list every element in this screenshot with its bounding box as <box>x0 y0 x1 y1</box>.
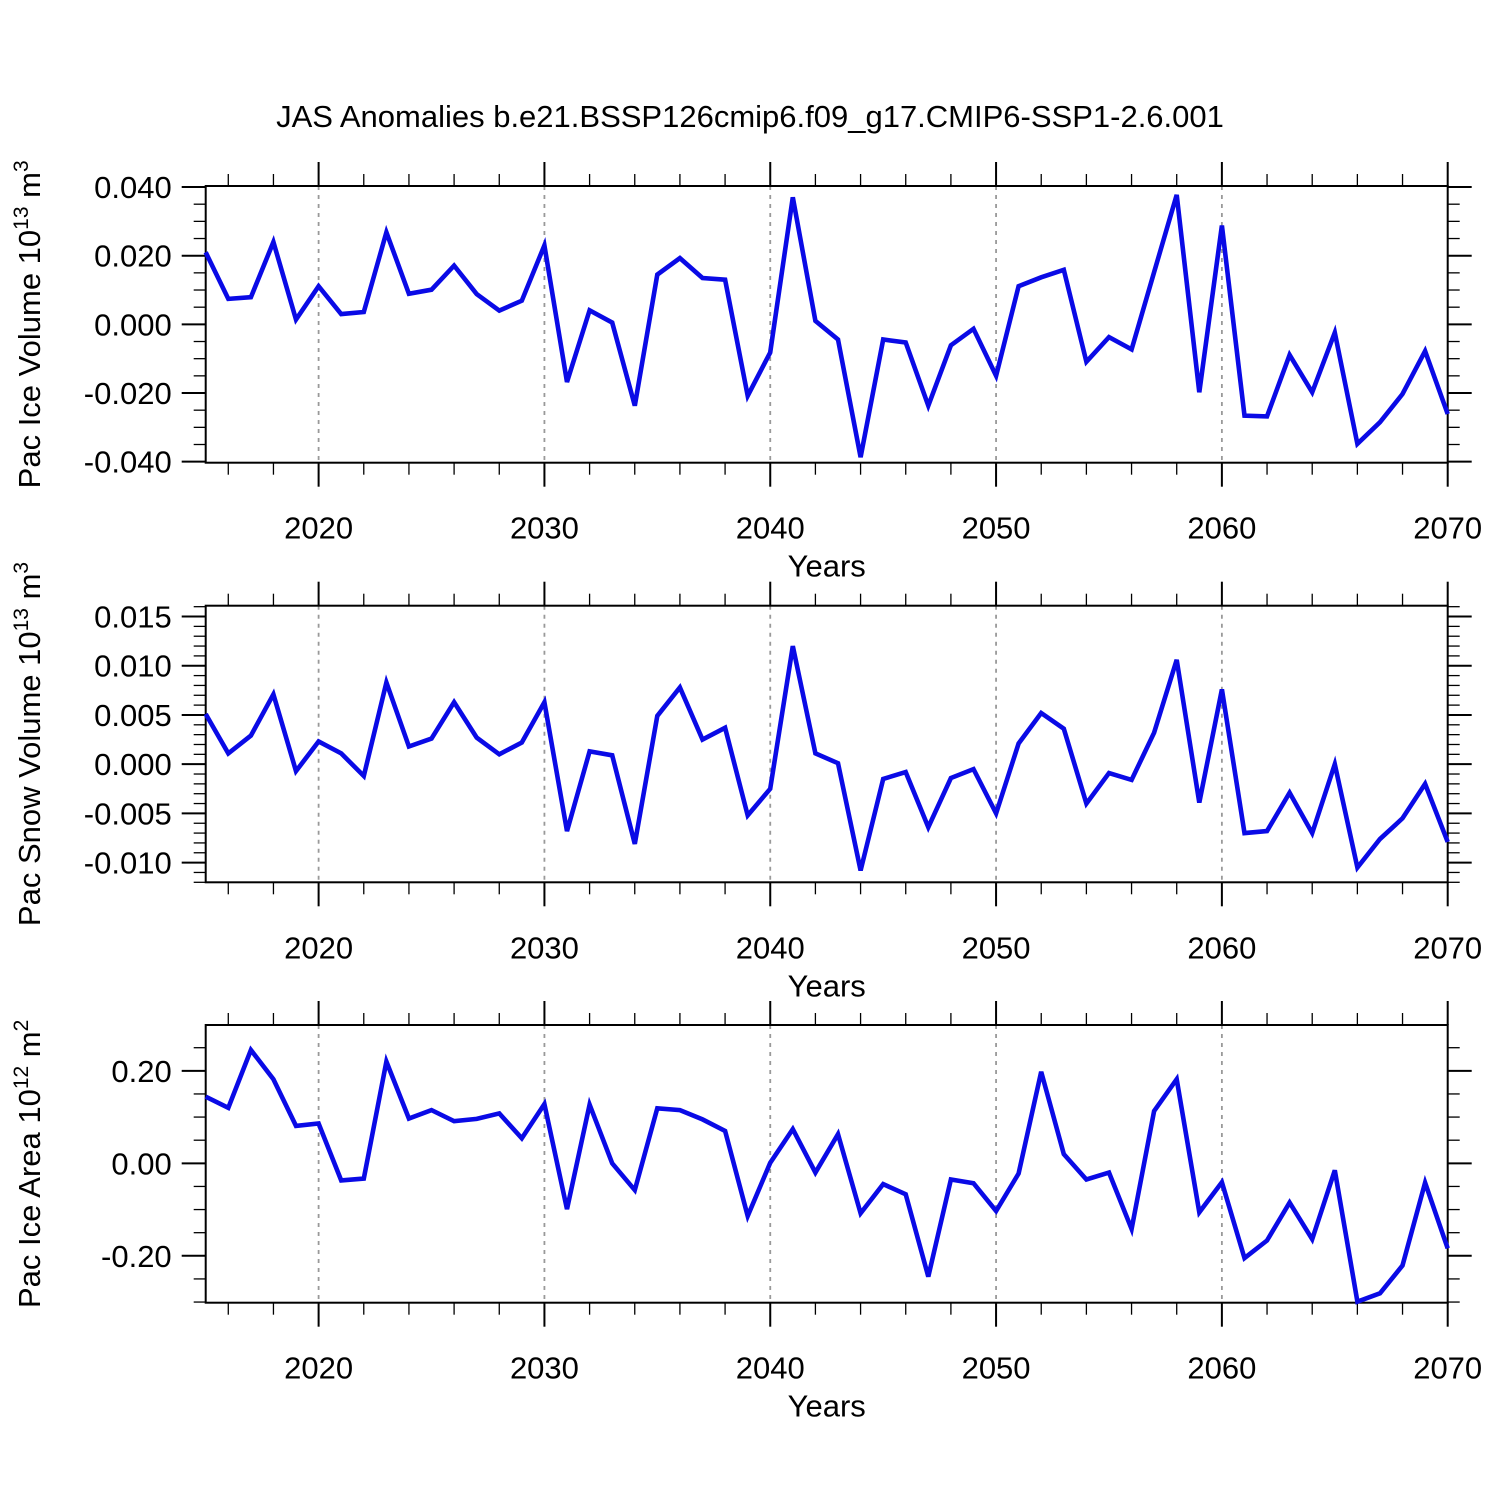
y-axis-label: Pac Snow Volume 1013 m3 <box>10 562 47 926</box>
x-tick-label: 2060 <box>1187 1351 1256 1386</box>
y-tick-label: 0.015 <box>94 600 172 635</box>
x-axis-label: Years <box>788 549 866 584</box>
y-tick-label: 0.000 <box>94 747 172 782</box>
x-tick-label: 2070 <box>1413 1351 1482 1386</box>
panel-pac-ice-area: 2020 2030 2040 2050 2060 2070 0.20 0.00 -0.20 Pac… <box>10 1001 1482 1424</box>
x-tick-label: 2020 <box>284 511 353 546</box>
panel-pac-ice-volume: 2020 2030 2040 2050 2060 2070 0.040 0.020 0.000 -… <box>10 160 1482 583</box>
x-tick-label: 2050 <box>962 1351 1031 1386</box>
panel-pac-snow-volume: 2020 2030 2040 2050 2060 2070 0.015 0.010 0.005 0… <box>10 562 1482 1003</box>
plot-frame <box>204 1024 1449 1304</box>
x-tick-label: 2030 <box>510 1351 579 1386</box>
x-tick-label: 2070 <box>1413 511 1482 546</box>
x-tick-label: 2040 <box>736 1351 805 1386</box>
y-tick-label: 0.000 <box>94 307 172 342</box>
y-tick-label: -0.010 <box>84 846 172 881</box>
x-tick-label: 2060 <box>1187 511 1256 546</box>
x-tick-label: 2030 <box>510 930 579 965</box>
x-tick-label: 2020 <box>284 1351 353 1386</box>
x-tick-label: 2040 <box>736 930 805 965</box>
y-tick-label: 0.010 <box>94 649 172 684</box>
anomaly-line-pac-ice-area <box>204 1045 1450 1305</box>
x-axis-label: Years <box>788 968 866 1003</box>
y-tick-label: 0.020 <box>94 239 172 274</box>
figure-title: JAS Anomalies b.e21.BSSP126cmip6.f09_g17… <box>276 99 1224 134</box>
anomaly-line-pac-ice-volume <box>203 194 1450 458</box>
plot-frame <box>204 604 1449 884</box>
x-axis-label: Years <box>788 1389 866 1424</box>
y-axis-label: Pac Ice Area 1012 m2 <box>10 1020 47 1308</box>
y-tick-label: 0.040 <box>94 170 172 205</box>
anomaly-line-pac-snow-volume <box>203 645 1450 873</box>
x-tick-label: 2060 <box>1187 930 1256 965</box>
y-tick-label: 0.20 <box>111 1054 171 1089</box>
x-tick-label: 2050 <box>962 511 1031 546</box>
y-tick-label: 0.005 <box>94 698 172 733</box>
y-tick-label: -0.040 <box>84 445 172 480</box>
x-tick-label: 2070 <box>1413 930 1482 965</box>
y-tick-label: 0.00 <box>111 1146 171 1181</box>
y-tick-label: -0.20 <box>101 1239 172 1274</box>
x-tick-label: 2040 <box>736 511 805 546</box>
x-tick-label: 2050 <box>962 930 1031 965</box>
y-tick-label: -0.005 <box>84 796 172 831</box>
x-tick-label: 2020 <box>284 930 353 965</box>
x-tick-label: 2030 <box>510 511 579 546</box>
plot-frame <box>204 185 1449 464</box>
y-tick-label: -0.020 <box>84 376 172 411</box>
y-axis-label: Pac Ice Volume 1013 m3 <box>10 160 47 488</box>
